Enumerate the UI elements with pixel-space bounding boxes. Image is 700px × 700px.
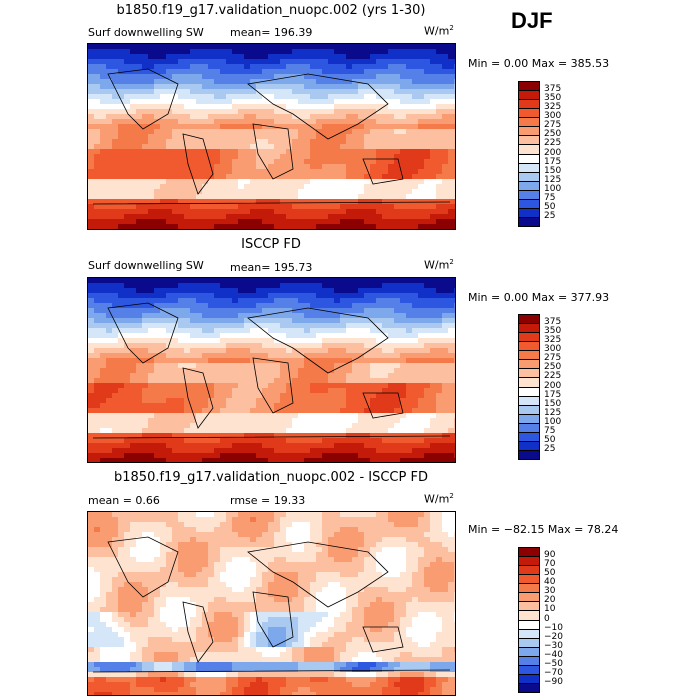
panel3-units: W/m2 xyxy=(424,492,454,506)
colorbar-tick-label: −30 xyxy=(544,640,563,651)
coastline-outline xyxy=(92,302,451,439)
colorbar-cell xyxy=(518,682,540,693)
colorbar-tick-label: −90 xyxy=(544,676,563,687)
colorbar-tick-label: 375 xyxy=(544,317,562,328)
panel2-variable-label: Surf downwelling SW xyxy=(88,259,204,272)
panel1-units: W/m2 xyxy=(424,24,454,38)
colorbar-tick-label: 300 xyxy=(544,344,562,355)
panel3-range-text: Min = −82.15 Max = 78.24 xyxy=(468,523,619,536)
coastline-outline xyxy=(92,68,451,205)
colorbar-tick-label: 325 xyxy=(544,335,562,346)
colorbar-tick-label: −50 xyxy=(544,658,563,669)
colorbar-tick-label: −20 xyxy=(544,631,563,642)
colorbar-tick-label: 175 xyxy=(544,389,562,400)
colorbar-tick-label: 125 xyxy=(544,407,562,418)
panel2-units: W/m2 xyxy=(424,258,454,272)
colorbar-tick-label: −40 xyxy=(544,649,563,660)
panel1-range-text: Min = 0.00 Max = 385.53 xyxy=(468,57,610,70)
panel1-mean-label: mean= 196.39 xyxy=(230,26,313,39)
colorbar-tick-label: 350 xyxy=(544,93,562,104)
colorbar-tick-label: 275 xyxy=(544,353,562,364)
panel3-title: b1850.f19_g17.validation_nuopc.002 - ISC… xyxy=(114,470,428,485)
colorbar-tick-label: 350 xyxy=(544,326,562,337)
colorbar-tick-label: 375 xyxy=(544,84,562,95)
colorbar-tick-label: 225 xyxy=(544,138,562,149)
colorbar-tick-label: 275 xyxy=(544,120,562,131)
colorbar-tick-label: 200 xyxy=(544,380,562,391)
colorbar-tick-label: 250 xyxy=(544,129,562,140)
season-label: DJF xyxy=(511,8,553,33)
colorbar-tick-label: 100 xyxy=(544,183,562,194)
colorbar-tick-label: 150 xyxy=(544,165,562,176)
colorbar-tick-label: −10 xyxy=(544,622,563,633)
panel3-map-svg xyxy=(88,512,455,695)
panel2-mean-label: mean= 195.73 xyxy=(230,261,313,274)
panel3-rmse-label: rmse = 19.33 xyxy=(230,494,306,507)
colorbar-tick-label: 50 xyxy=(544,568,556,579)
colorbar-tick-label: 25 xyxy=(544,210,556,221)
colorbar-tick-label: 75 xyxy=(544,192,556,203)
panel3-colorbar: 90 70 50 40 30 20 10 0 −10 −20 −30 −40 −50 −70 −90 xyxy=(518,547,578,693)
panel2-range-text: Min = 0.00 Max = 377.93 xyxy=(468,291,610,304)
colorbar-tick-label: 300 xyxy=(544,111,562,122)
colorbar-tick-label: 125 xyxy=(544,174,562,185)
panel2-colorbar: 375 350 325 300 275 250 225 200 175 150 125 100 75 50… xyxy=(518,314,578,460)
panel3-mean-label: mean = 0.66 xyxy=(88,494,160,507)
coastline-outline xyxy=(92,536,451,673)
colorbar-tick-label: 10 xyxy=(544,604,556,615)
colorbar-tick-label: 70 xyxy=(544,559,556,570)
panel2-map xyxy=(87,277,456,463)
panel1-map-svg xyxy=(88,44,455,229)
colorbar-tick-label: 40 xyxy=(544,577,556,588)
panel3-map xyxy=(87,511,456,696)
colorbar-tick-label: 90 xyxy=(544,550,556,561)
colorbar-tick-label: 30 xyxy=(544,586,556,597)
panel2-map-svg xyxy=(88,278,455,462)
colorbar-tick-label: 225 xyxy=(544,371,562,382)
panel1-colorbar: 375 350 325 300 275 250 225 200 175 150 125 100 75 50… xyxy=(518,81,578,227)
colorbar-tick-label: −70 xyxy=(544,667,563,678)
panel1-variable-label: Surf downwelling SW xyxy=(88,26,204,39)
colorbar-tick-label: 50 xyxy=(544,201,556,212)
colorbar-tick-label: 75 xyxy=(544,425,556,436)
panel1-title: b1850.f19_g17.validation_nuopc.002 (yrs … xyxy=(116,3,426,18)
colorbar-tick-label: 175 xyxy=(544,156,562,167)
colorbar-tick-label: 0 xyxy=(544,613,550,624)
panel2-title: ISCCP FD xyxy=(241,237,301,252)
colorbar-tick-label: 250 xyxy=(544,362,562,373)
colorbar-tick-label: 325 xyxy=(544,102,562,113)
colorbar-cell xyxy=(518,449,540,460)
colorbar-tick-label: 20 xyxy=(544,595,556,606)
colorbar-tick-label: 25 xyxy=(544,443,556,454)
colorbar-tick-label: 100 xyxy=(544,416,562,427)
colorbar-tick-label: 50 xyxy=(544,434,556,445)
panel1-map xyxy=(87,43,456,230)
colorbar-tick-label: 200 xyxy=(544,147,562,158)
colorbar-cell xyxy=(518,216,540,227)
colorbar-tick-label: 150 xyxy=(544,398,562,409)
